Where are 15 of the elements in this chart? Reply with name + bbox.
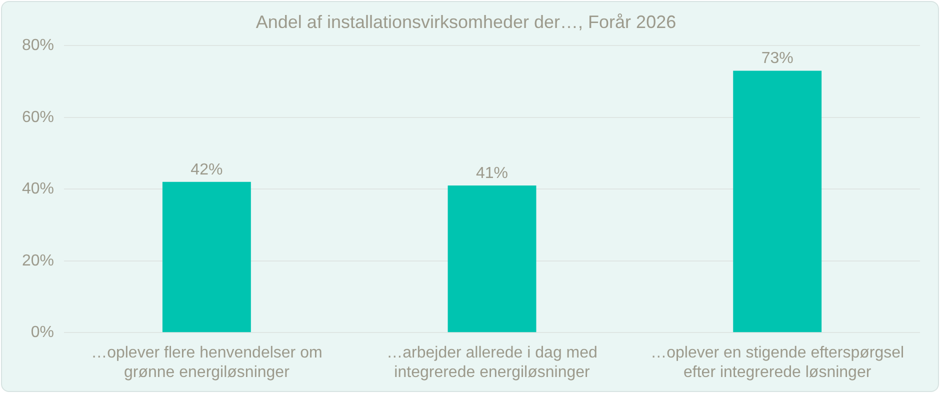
bar [448,186,536,332]
y-tick-label: 20% [22,252,54,270]
y-tick-label: 0% [30,324,54,342]
bar [162,182,251,332]
chart-title: Andel af installationsvirksomheder der…, Forår 2026 [256,12,676,32]
x-tick-label: …oplever en stigende efterspørgsel efter integrerede løsninger [650,344,904,381]
data-label: 73% [761,50,794,68]
data-label: 41% [476,164,508,182]
data-label: 42% [190,161,223,178]
bar [733,70,822,332]
y-tick-label: 80% [22,37,54,54]
x-tick-label: …oplever flere henvendelser om grønne energiløsninger [91,344,322,381]
y-tick-label: 40% [22,180,54,198]
x-tick-label: …arbejder allerede i dag med integrerede energiløsninger [386,344,598,381]
y-tick-label: 60% [22,108,54,126]
